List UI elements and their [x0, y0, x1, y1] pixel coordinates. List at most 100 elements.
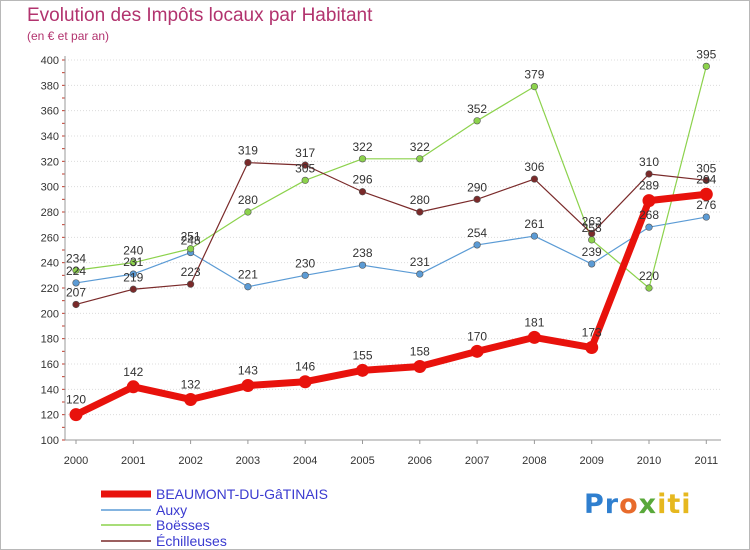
logo-text-3: x [638, 489, 658, 520]
legend-label: Échilleuses [156, 533, 227, 549]
y-tick-label: 320 [41, 156, 59, 168]
y-tick-label: 240 [41, 258, 59, 270]
data-label: 322 [410, 140, 430, 154]
data-point [530, 82, 539, 91]
data-label: 223 [181, 265, 201, 279]
data-point [588, 260, 596, 268]
data-label: 231 [410, 255, 430, 269]
y-tick-label: 300 [41, 182, 59, 194]
chart-title: Evolution des Impôts locaux par Habitant [27, 5, 373, 26]
data-label: 238 [352, 246, 372, 260]
legend-label: Auxy [156, 502, 187, 518]
data-point [473, 195, 481, 203]
x-tick-label: 2011 [694, 455, 718, 467]
data-point [184, 392, 198, 406]
data-point [645, 284, 653, 292]
data-point [126, 380, 140, 394]
y-tick-label: 160 [41, 359, 59, 371]
axes: 100 120 140 160 180 200 220 240 260 280 300 320 340 3… [41, 55, 721, 467]
series-beaumont-du-g-tinais [69, 187, 713, 422]
x-tick-label: 2005 [350, 455, 374, 467]
data-label: 251 [181, 230, 201, 244]
data-point [241, 379, 255, 393]
data-label: 240 [123, 244, 143, 258]
data-label: 289 [639, 179, 659, 193]
data-label: 234 [66, 251, 86, 265]
data-label: 276 [696, 198, 716, 212]
grid-lines [65, 59, 721, 441]
data-point [72, 266, 80, 274]
data-point [470, 344, 484, 358]
data-label: 263 [582, 215, 602, 229]
x-tick-label: 2008 [522, 455, 546, 467]
data-label: 258 [582, 221, 602, 235]
data-point [187, 280, 195, 288]
y-tick-label: 340 [41, 131, 59, 143]
data-point [645, 223, 653, 231]
data-label: 219 [123, 270, 143, 284]
data-labels: 224 231 248 221 230 238 231 254 261 239 268 276 234 2… [66, 47, 717, 406]
data-point [416, 270, 424, 278]
logo-text-1: Pr [584, 489, 620, 520]
data-label: 352 [467, 102, 487, 116]
x-tick-label: 2006 [408, 455, 432, 467]
legend-label: Boësses [156, 517, 210, 533]
data-label: 254 [467, 226, 487, 240]
x-tick-label: 2010 [637, 455, 661, 467]
data-point [129, 259, 137, 267]
data-label: 143 [238, 364, 258, 378]
data-point [588, 229, 596, 238]
data-label: 294 [696, 172, 716, 186]
x-tick-label: 2009 [579, 455, 603, 467]
logo-text-4: iti [657, 489, 692, 520]
x-tick-label: 2003 [236, 455, 260, 467]
data-label: 280 [410, 193, 430, 207]
y-tick-label: 100 [41, 435, 59, 447]
data-point [244, 283, 252, 291]
data-point [585, 341, 599, 355]
data-point [645, 170, 653, 178]
data-label: 395 [696, 47, 716, 61]
series-line [75, 216, 707, 288]
data-point [530, 175, 539, 183]
data-point [244, 208, 252, 216]
data-point [527, 330, 541, 344]
data-label: 322 [352, 140, 372, 154]
data-label: 146 [295, 360, 315, 374]
x-tick-label: 2000 [64, 455, 88, 467]
y-tick-label: 360 [41, 106, 59, 118]
data-point [69, 408, 83, 422]
data-label: 296 [352, 173, 372, 187]
data-point [530, 232, 539, 240]
data-label: 268 [639, 208, 659, 222]
data-point [473, 241, 481, 249]
data-point [358, 261, 367, 269]
y-tick-label: 260 [41, 232, 59, 244]
series-line [75, 65, 707, 289]
data-point [588, 236, 596, 244]
x-tick-label: 2001 [121, 455, 145, 467]
series-group [69, 62, 713, 422]
data-point [356, 363, 369, 377]
data-point [129, 285, 137, 293]
data-label: 132 [181, 377, 201, 391]
data-point [699, 187, 713, 201]
data-label: 220 [639, 269, 659, 283]
data-label: 181 [524, 315, 544, 329]
y-tick-label: 120 [41, 410, 59, 422]
data-label: 280 [238, 193, 258, 207]
data-point [702, 176, 710, 184]
data-point [301, 176, 309, 184]
y-tick-label: 280 [41, 207, 59, 219]
proxiti-logo: Proxiti [584, 489, 692, 520]
y-tick-label: 180 [41, 334, 59, 346]
data-label: 379 [524, 68, 544, 82]
data-label: 155 [352, 348, 372, 362]
series--chilleuses [72, 159, 710, 309]
data-point [72, 279, 80, 287]
x-tick-label: 2002 [178, 455, 202, 467]
data-label: 221 [238, 268, 258, 282]
data-point [358, 188, 367, 196]
